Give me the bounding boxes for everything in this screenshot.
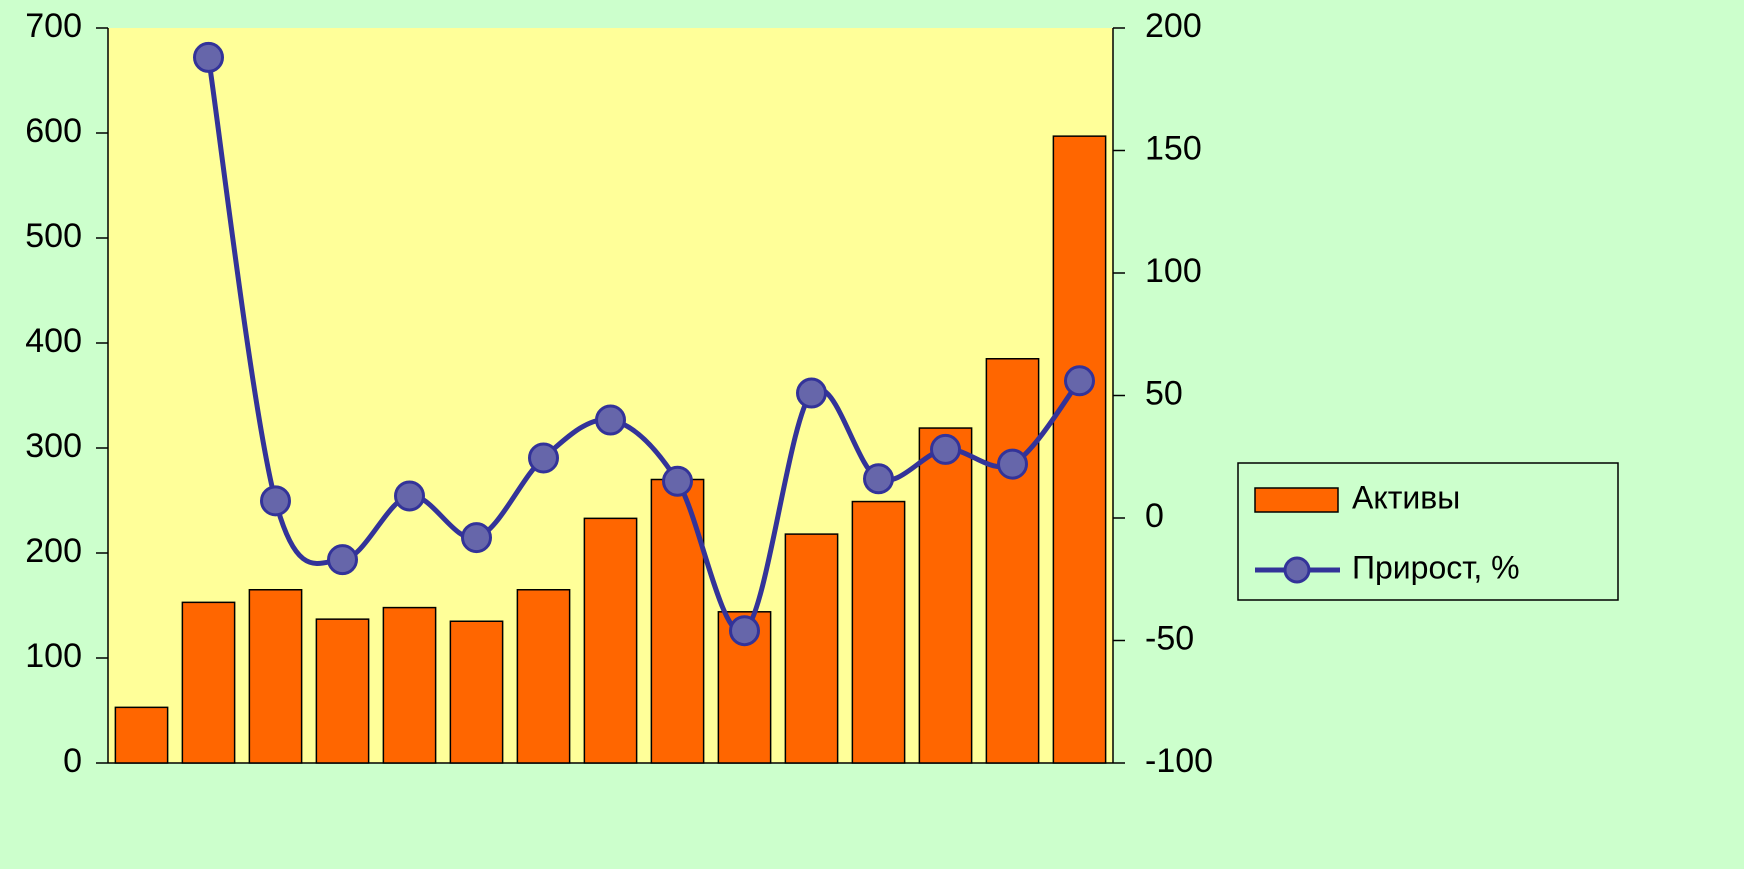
bar <box>516 589 571 764</box>
y-tick-label: 0 <box>63 742 82 780</box>
marker <box>997 448 1028 480</box>
marker <box>930 433 961 465</box>
y2-tick-label: 150 <box>1145 129 1202 167</box>
legend-marker <box>1283 556 1311 584</box>
y2-tick-label: 200 <box>1145 7 1202 45</box>
marker <box>595 404 626 436</box>
marker <box>327 544 358 576</box>
marker <box>662 465 693 497</box>
marker <box>796 377 827 409</box>
marker <box>863 463 894 495</box>
marker <box>461 522 492 554</box>
y-tick-label: 400 <box>25 322 82 360</box>
bar <box>1052 135 1107 764</box>
y2-tick-label: -50 <box>1145 619 1194 657</box>
marker <box>394 480 425 512</box>
marker <box>260 485 291 517</box>
legend-swatch <box>1254 487 1339 513</box>
y2-tick-label: -100 <box>1145 742 1213 780</box>
marker <box>729 615 760 647</box>
y-tick-label: 300 <box>25 427 82 465</box>
bar <box>382 606 437 764</box>
bar <box>315 618 370 764</box>
y-tick-label: 600 <box>25 112 82 150</box>
y-tick-label: 100 <box>25 637 82 675</box>
y-tick-label: 700 <box>25 7 82 45</box>
y2-tick-label: 50 <box>1145 374 1183 412</box>
bar <box>851 500 906 764</box>
y-tick-label: 500 <box>25 217 82 255</box>
y2-tick-label: 100 <box>1145 252 1202 290</box>
bar <box>985 358 1040 764</box>
bar <box>784 533 839 764</box>
bar <box>583 517 638 764</box>
y2-tick-label: 0 <box>1145 497 1164 535</box>
marker <box>528 442 559 474</box>
bar <box>114 706 169 764</box>
bar <box>181 601 236 764</box>
marker <box>1064 365 1095 397</box>
bar <box>248 589 303 764</box>
bar <box>449 620 504 764</box>
y-tick-label: 200 <box>25 532 82 570</box>
legend-label: Прирост, % <box>1352 549 1520 585</box>
legend-label: Активы <box>1352 479 1460 515</box>
marker <box>193 41 224 73</box>
line <box>206 57 1082 635</box>
bar <box>918 427 973 764</box>
